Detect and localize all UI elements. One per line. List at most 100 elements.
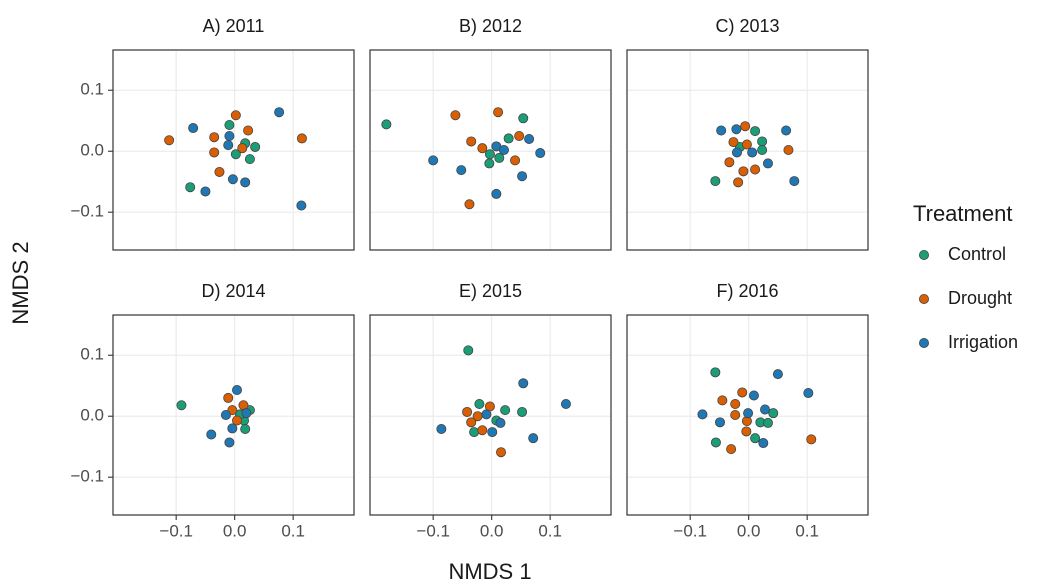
point xyxy=(737,387,748,398)
point xyxy=(240,177,251,188)
legend-label: Control xyxy=(948,244,1006,264)
point xyxy=(726,444,737,455)
point xyxy=(730,409,741,420)
point xyxy=(731,124,742,135)
point xyxy=(206,429,217,440)
point xyxy=(710,367,721,378)
panel-title: F) 2016 xyxy=(716,281,778,301)
point xyxy=(241,408,252,419)
point xyxy=(450,110,461,121)
panel-frame xyxy=(112,314,355,516)
y-tick-label: 0.0 xyxy=(80,141,104,160)
y-tick-label: 0.1 xyxy=(80,345,104,364)
panel-title: C) 2013 xyxy=(715,16,779,36)
point xyxy=(466,136,477,147)
legend-label: Drought xyxy=(948,288,1012,308)
point xyxy=(477,143,488,154)
point xyxy=(466,417,477,428)
point xyxy=(517,406,528,417)
point xyxy=(762,417,773,428)
point xyxy=(715,417,726,428)
panel-title: E) 2015 xyxy=(459,281,522,301)
point xyxy=(748,390,759,401)
point xyxy=(477,425,488,436)
x-tick-label: 0.1 xyxy=(281,521,305,540)
point xyxy=(214,166,225,177)
point xyxy=(232,384,243,395)
point xyxy=(224,130,235,141)
legend-key xyxy=(919,293,930,304)
point xyxy=(223,392,234,403)
point xyxy=(750,126,761,137)
x-tick-label: −0.1 xyxy=(159,521,193,540)
point xyxy=(464,199,475,210)
x-tick-label: 0.0 xyxy=(223,521,247,540)
point xyxy=(789,176,800,187)
point xyxy=(747,147,758,158)
point xyxy=(164,135,175,146)
point xyxy=(743,408,754,419)
x-tick-label: 0.0 xyxy=(737,521,761,540)
point xyxy=(760,404,771,415)
point xyxy=(518,113,529,124)
panel-frame xyxy=(369,314,612,516)
point xyxy=(428,155,439,166)
x-axis-label: NMDS 1 xyxy=(448,559,531,584)
point xyxy=(240,424,251,435)
panel-frame xyxy=(626,49,869,251)
panel-frame xyxy=(112,49,355,251)
point xyxy=(176,400,187,411)
point xyxy=(484,149,495,160)
point xyxy=(220,409,231,420)
legend-title: Treatment xyxy=(913,201,1012,226)
point xyxy=(495,417,506,428)
point xyxy=(223,140,234,151)
point xyxy=(724,157,735,168)
point xyxy=(209,147,220,158)
point xyxy=(768,408,779,419)
point xyxy=(560,399,571,410)
point xyxy=(493,107,504,118)
legend-key xyxy=(919,337,930,348)
point xyxy=(730,399,741,410)
point xyxy=(244,154,255,165)
point xyxy=(783,144,794,155)
y-tick-label: 0.1 xyxy=(80,80,104,99)
point xyxy=(518,378,529,389)
point xyxy=(716,125,727,136)
point xyxy=(185,182,196,193)
point xyxy=(230,110,241,121)
point xyxy=(227,423,238,434)
panel-title: A) 2011 xyxy=(203,16,265,36)
point xyxy=(731,147,742,158)
point xyxy=(717,395,728,406)
point xyxy=(710,176,721,187)
point xyxy=(498,144,509,155)
point xyxy=(436,424,447,435)
point xyxy=(381,119,392,130)
point xyxy=(296,133,307,144)
point xyxy=(209,132,220,143)
point xyxy=(200,186,211,197)
point xyxy=(237,143,248,154)
point xyxy=(250,141,261,152)
point xyxy=(806,434,817,445)
point xyxy=(758,438,769,449)
point xyxy=(733,177,744,188)
point xyxy=(741,426,752,437)
panel-title: D) 2014 xyxy=(201,281,265,301)
point xyxy=(469,427,480,438)
point xyxy=(224,120,235,131)
point xyxy=(188,123,199,134)
x-tick-label: −0.1 xyxy=(416,521,450,540)
point xyxy=(232,415,243,426)
point xyxy=(528,433,539,444)
point xyxy=(227,174,238,185)
panel-frame xyxy=(626,314,869,516)
y-tick-label: 0.0 xyxy=(80,406,104,425)
y-tick-label: −0.1 xyxy=(70,467,104,486)
point xyxy=(463,345,474,356)
point xyxy=(750,164,761,175)
point xyxy=(494,152,505,163)
point xyxy=(803,388,814,399)
